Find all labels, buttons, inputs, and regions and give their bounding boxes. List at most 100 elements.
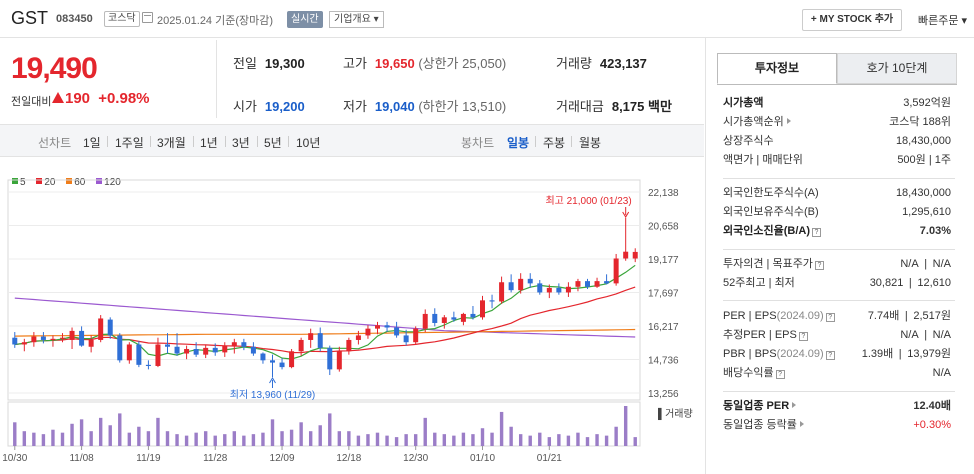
foreign-row-2: 외국인보유주식수(B) 1,295,610 [723, 206, 951, 218]
volume-bar [289, 429, 294, 446]
volume-bar [633, 437, 637, 446]
stock-name: GST [11, 8, 49, 28]
invest-row-3: 상장주식수 18,430,000 [723, 135, 951, 147]
help-icon[interactable]: ? [825, 351, 835, 360]
volume-bar [232, 431, 237, 446]
stock-code: 083450 [56, 13, 93, 25]
volume-bar [614, 426, 618, 446]
max-arrow-head [622, 211, 630, 218]
candle-body [460, 313, 466, 322]
candle-monthly[interactable]: 월봉 [579, 136, 602, 150]
prev-close: 전일 19,300 [233, 56, 305, 71]
period-5y[interactable]: 5년 [264, 136, 282, 150]
candle-body [537, 283, 543, 293]
candle-body [556, 287, 562, 293]
foreign-row-1: 외국인한도주식수(A) 18,430,000 [723, 187, 951, 199]
volume-bar [165, 431, 170, 446]
price-change: 190 +0.98% [52, 90, 150, 107]
volume-bar [604, 435, 609, 446]
y-tick-label: 16,217 [648, 322, 679, 333]
candle-body [88, 339, 94, 347]
period-bar: 선차트 1일 1주일 3개월 1년 3년 5년 10년 봉차트 일봉 주봉 월봉 [0, 124, 704, 157]
candle-daily[interactable]: 일봉 [507, 136, 530, 150]
period-1d[interactable]: 1일 [83, 136, 101, 150]
candle-body [136, 344, 142, 365]
volume-bar [490, 432, 494, 446]
my-stock-add-button[interactable]: + MY STOCK 추가 [802, 9, 902, 31]
period-3m[interactable]: 3개월 [157, 136, 186, 150]
candlestick-chart[interactable]: 22,138 20,658 19,177 17,697 16,217 14,736 13,2… [0, 158, 704, 474]
volume-label: ▌거래량 [658, 407, 693, 421]
candle-body [594, 281, 600, 287]
candle-body [623, 251, 629, 259]
x-tick-label: 12/30 [403, 453, 428, 464]
volume-bar [413, 434, 418, 446]
chevron-right-icon [792, 402, 797, 408]
candle-weekly[interactable]: 주봉 [543, 136, 566, 150]
candle-body [270, 360, 275, 363]
volume-bar [118, 413, 122, 446]
candle-body [422, 313, 428, 329]
valuation-row-3: PBR | BPS(2024.09)? 1.39배 | 13,979원 [723, 348, 951, 360]
candle-body [193, 349, 199, 355]
volume-bar [146, 431, 151, 446]
volume-plot-frame [7, 401, 641, 447]
chevron-right-icon [786, 118, 791, 124]
candle-body [231, 342, 237, 346]
calendar-icon [142, 12, 153, 23]
valuation-row-2: 추정PER | EPS? N/A | N/A [723, 329, 951, 341]
invest-row-2: 시가총액순위 코스닥 188위 [723, 116, 951, 128]
candle-body [241, 342, 247, 347]
company-overview-dropdown[interactable]: 기업개요 ▾ [329, 11, 384, 28]
opinion-row-2: 52주최고 | 최저 30,821 | 12,610 [723, 277, 951, 289]
valuation-row-1: PER | EPS(2024.09)? 7.74배 | 2,517원 [723, 310, 951, 322]
legend-ma60: 60 [66, 177, 85, 188]
candle-body [480, 300, 485, 318]
sector-row-2: 동일업종 등락률 +0.30% [723, 419, 951, 431]
quick-order-dropdown[interactable]: 빠른주문 ▾ [918, 15, 968, 27]
help-icon[interactable]: ? [812, 228, 821, 237]
volume-bar [433, 432, 437, 446]
candle-body [327, 347, 333, 370]
period-1y[interactable]: 1년 [200, 136, 218, 150]
candle-body [155, 344, 161, 366]
volume-bar [595, 434, 599, 446]
tab-order-book[interactable]: 호가 10단계 [837, 53, 957, 84]
volume-bar [98, 417, 103, 446]
candle-body [451, 317, 457, 320]
y-tick-label: 13,256 [648, 389, 679, 400]
candle-body [575, 281, 581, 287]
candle-body [489, 300, 495, 302]
volume-bar [528, 435, 532, 446]
volume-bar [194, 432, 198, 446]
candle-body [470, 313, 476, 318]
tab-invest-info[interactable]: 투자정보 [717, 53, 837, 84]
volume-bar [585, 437, 590, 446]
x-tick-label: 11/08 [69, 453, 94, 464]
candle-body [260, 353, 266, 361]
period-3y[interactable]: 3년 [232, 136, 250, 150]
candle-body [441, 317, 447, 323]
line-chart-label[interactable]: 선차트 [38, 136, 72, 150]
x-tick-label: 01/21 [537, 453, 562, 464]
help-icon[interactable]: ? [814, 261, 824, 270]
help-icon[interactable]: ? [798, 332, 808, 341]
period-10y[interactable]: 10년 [296, 136, 321, 150]
period-1w[interactable]: 1주일 [115, 136, 144, 150]
candle-body [279, 362, 285, 368]
volume-bar [108, 425, 112, 446]
candle-body [203, 347, 209, 355]
candle-body [346, 339, 352, 352]
x-tick-label: 12/09 [270, 453, 295, 464]
candle-chart-label[interactable]: 봉차트 [461, 136, 495, 150]
realtime-button[interactable]: 실시간 [287, 11, 323, 28]
price-plot-frame [7, 179, 641, 401]
ma-legend: 5 20 60 120 [12, 177, 129, 188]
help-icon[interactable]: ? [825, 313, 835, 322]
ma120-line [14, 297, 636, 338]
volume-bar [547, 437, 552, 446]
opinion-row-1: 투자의견 | 목표주가? N/A | N/A [723, 258, 951, 270]
candle-body [604, 281, 610, 284]
help-icon[interactable]: ? [775, 370, 785, 379]
legend-ma20: 20 [36, 177, 55, 188]
